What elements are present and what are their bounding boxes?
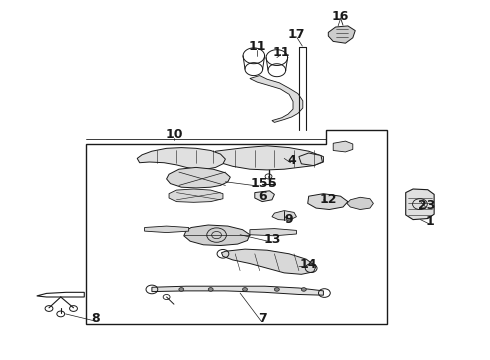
Polygon shape xyxy=(299,153,322,166)
Polygon shape xyxy=(152,286,323,295)
Polygon shape xyxy=(137,148,225,169)
Polygon shape xyxy=(333,141,353,152)
Text: 15: 15 xyxy=(251,177,269,190)
Polygon shape xyxy=(221,249,316,274)
Text: 11: 11 xyxy=(248,40,266,53)
Polygon shape xyxy=(213,146,323,170)
Polygon shape xyxy=(250,76,303,122)
Polygon shape xyxy=(255,191,274,202)
Circle shape xyxy=(274,288,279,291)
Text: 13: 13 xyxy=(263,233,281,246)
Text: 9: 9 xyxy=(285,213,294,226)
Text: 5: 5 xyxy=(268,177,276,190)
Text: 16: 16 xyxy=(332,10,349,23)
Text: 7: 7 xyxy=(258,312,267,325)
Polygon shape xyxy=(250,229,296,236)
Text: 17: 17 xyxy=(288,28,305,41)
Text: 14: 14 xyxy=(300,258,318,271)
Text: 4: 4 xyxy=(287,154,296,167)
Text: 6: 6 xyxy=(258,190,267,203)
Polygon shape xyxy=(406,189,434,220)
Text: 1: 1 xyxy=(426,215,435,228)
Polygon shape xyxy=(184,225,250,246)
Polygon shape xyxy=(167,167,230,188)
Polygon shape xyxy=(328,26,355,43)
Circle shape xyxy=(179,288,184,291)
Circle shape xyxy=(243,288,247,291)
Polygon shape xyxy=(308,194,348,210)
Polygon shape xyxy=(145,226,189,233)
Text: 11: 11 xyxy=(273,46,291,59)
Polygon shape xyxy=(272,211,296,220)
Circle shape xyxy=(208,288,213,291)
Text: 8: 8 xyxy=(91,312,100,325)
Text: 23: 23 xyxy=(417,199,435,212)
Circle shape xyxy=(301,288,306,291)
Text: 10: 10 xyxy=(165,129,183,141)
Polygon shape xyxy=(347,197,373,210)
Polygon shape xyxy=(169,189,223,202)
Text: 12: 12 xyxy=(319,193,337,206)
